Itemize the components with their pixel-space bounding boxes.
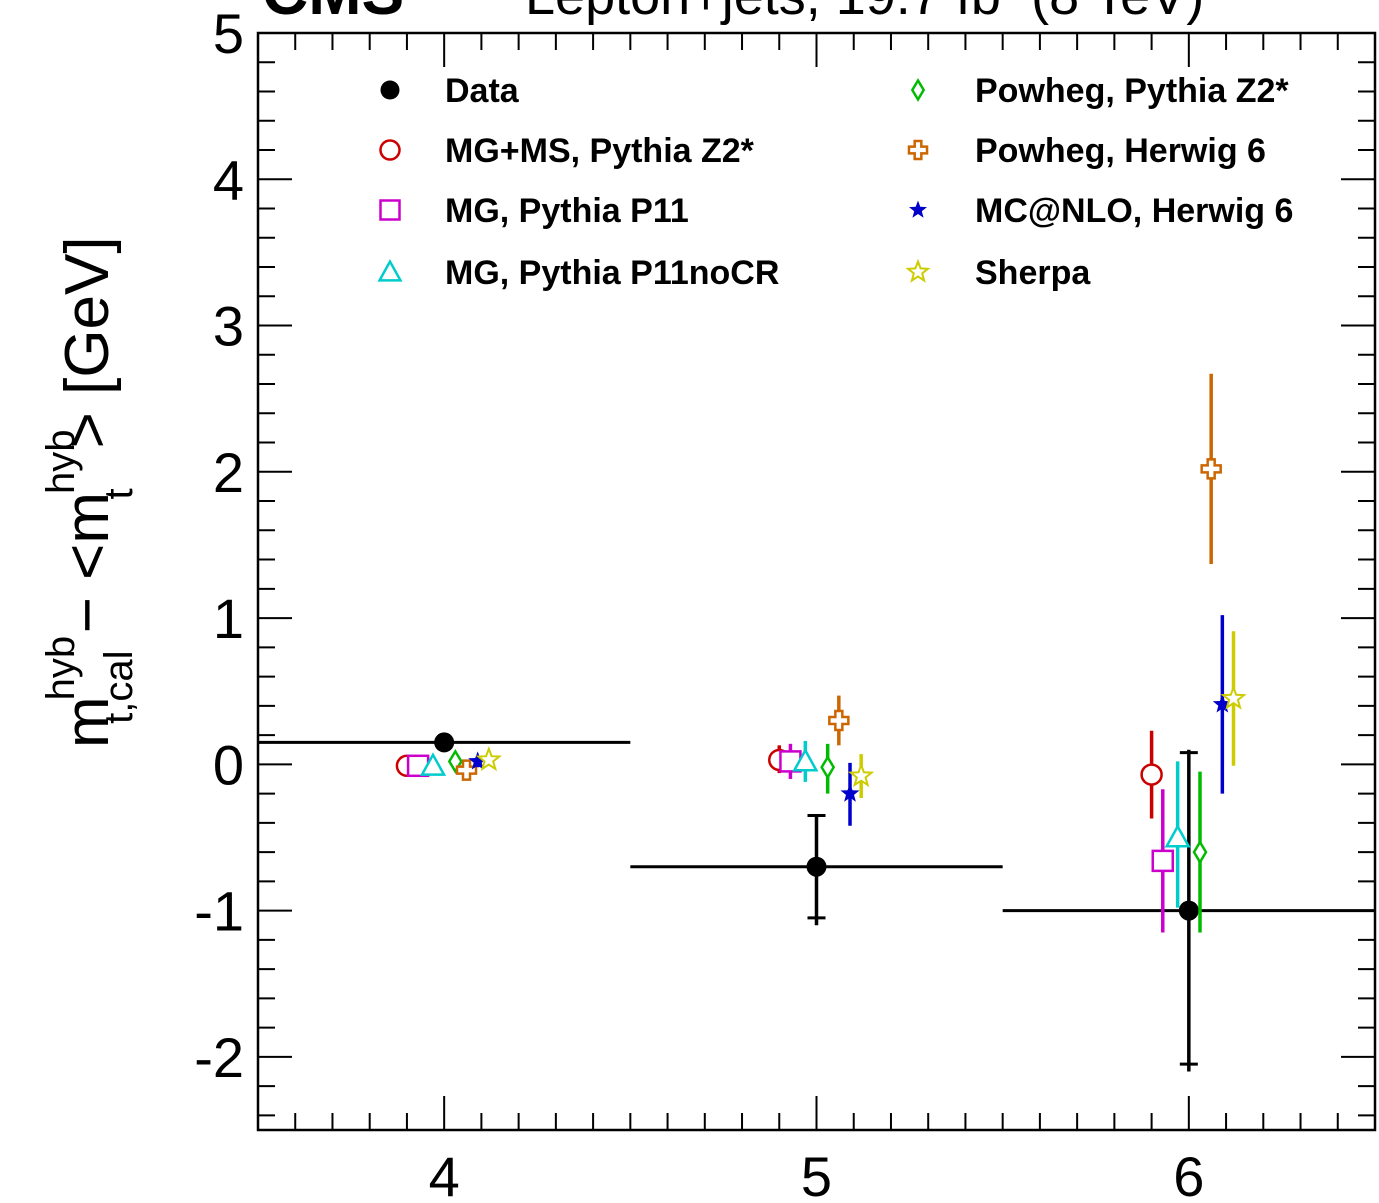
legend-label: MC@NLO, Herwig 6 [975,192,1293,230]
data-point [1212,694,1232,713]
series-mg-pythia-p11 [406,743,1175,933]
x-tick-label: 5 [801,1145,832,1203]
legend-label: Powheg, Herwig 6 [975,132,1266,170]
x-tick-label: 4 [429,1145,460,1203]
series-mg-pythia-p11nocr [419,740,1191,908]
data-point [792,747,819,772]
y-tick-label: 3 [213,295,244,358]
chart-header: CMS Lepton+jets, 19.7 fb-1(8 TeV) [262,0,1204,28]
data-point [1200,458,1222,480]
data-point [1192,839,1208,865]
y-axis-label: mhyb t,cal − <mhyb t> [GeV] [39,236,141,748]
header-subtitle-text: Lepton+jets, 19.7 fb [525,0,1001,26]
legend-marker [905,258,931,283]
legend: Data MG+MS, Pythia Z2* MG, Pythia P11 MG, P… [377,72,1293,292]
legend-marker [907,139,929,161]
legend-marker [379,199,401,221]
y-tick-label: 4 [213,148,244,211]
legend-label: MG, Pythia P11noCR [445,254,779,292]
y-tick-label: 5 [213,2,244,65]
y-tick-label: 2 [213,441,244,504]
y-tick-label: 1 [213,587,244,650]
data-point [1178,900,1199,921]
data-point [419,752,447,776]
legend-marker [910,78,926,102]
legend-entry: Powheg, Pythia Z2* [910,72,1289,110]
legend-label: Data [445,72,520,110]
data-point [434,732,455,753]
data-point [820,754,836,780]
x-tick-label: 6 [1173,1145,1204,1203]
y-tick-label: -2 [194,1026,244,1089]
data-point [468,751,488,770]
legend-label: MG, Pythia P11 [445,192,689,230]
y-tick-label: -1 [194,880,244,943]
experiment-label: CMS [262,0,404,28]
legend-entry: MC@NLO, Herwig 6 [909,192,1293,230]
legend-marker [380,80,400,100]
legend-label: MG+MS, Pythia Z2* [445,132,755,170]
axis-ticks [257,32,1376,1130]
data-point [828,709,850,732]
data-point [847,762,875,788]
data-point [475,746,503,772]
legend-marker [377,258,403,282]
series-mc-nlo-herwig-6 [468,615,1232,826]
legend-entry: Sherpa [905,254,1091,292]
legend-label: Powheg, Pythia Z2* [975,72,1289,110]
data-point [840,783,860,802]
legend-entry: MG, Pythia P11noCR [377,254,779,292]
legend-entry: MG, Pythia P11 [379,192,689,230]
data-point [1164,823,1191,848]
header-energy: (8 TeV) [1031,0,1204,26]
data-point [1140,763,1163,786]
data-series [258,373,1375,1072]
data-point [455,759,478,781]
axis-tick-labels: 4 5 6 -2 -1 0 1 2 3 4 5 [194,2,1204,1203]
data-point [1220,684,1247,710]
legend-marker [909,200,927,218]
legend-marker [379,139,401,161]
series-sherpa [475,631,1247,798]
series-powheg-herwig-6 [455,373,1222,781]
series-powheg-pythia-z2- [447,743,1208,933]
data-point [806,856,827,877]
series-data [258,732,1375,1072]
data-point [1151,849,1175,873]
legend-entry: MG+MS, Pythia Z2* [379,132,755,170]
legend-entry: Powheg, Herwig 6 [907,132,1266,170]
header-subtitle: Lepton+jets, 19.7 fb-1(8 TeV) [525,0,1204,26]
legend-entry: Data [380,72,520,110]
legend-label: Sherpa [975,254,1091,292]
y-tick-label: 0 [213,733,244,796]
